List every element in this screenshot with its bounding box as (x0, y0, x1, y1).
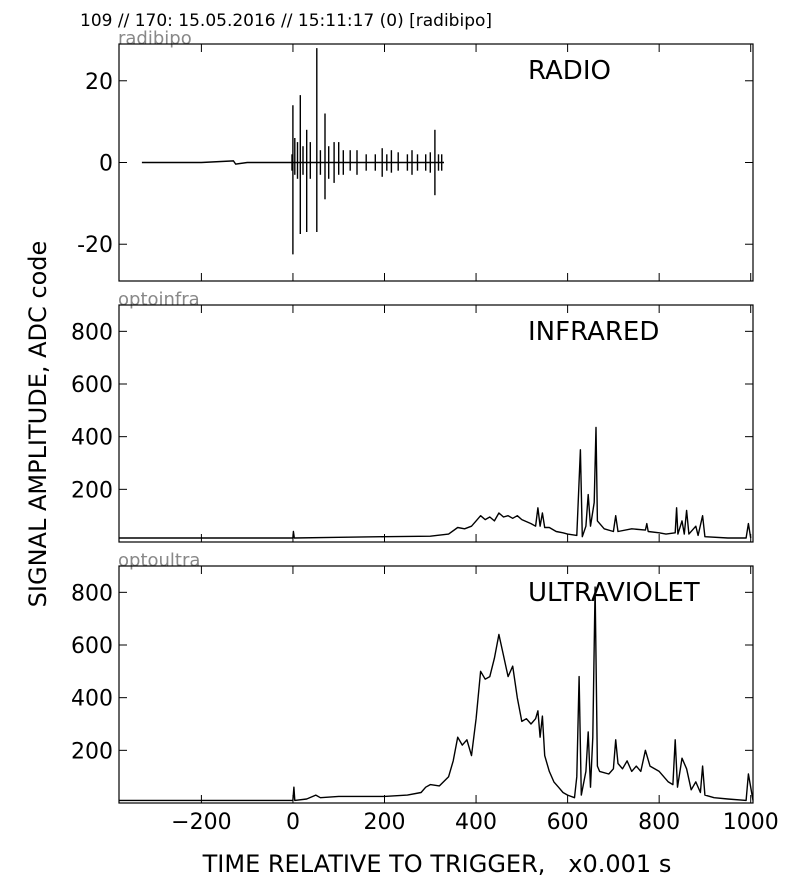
series-line (119, 426, 752, 539)
panel-source-label: optoultra (118, 550, 200, 571)
y-tick-label: 0 (99, 152, 113, 177)
y-tick-label: 200 (71, 739, 113, 764)
panel-title: INFRARED (528, 317, 659, 347)
y-tick-label: 400 (71, 687, 113, 712)
y-tick-label: 800 (71, 320, 113, 345)
panel-ultraviolet: optoultra ULTRAVIOLET 200 400 600 800 (71, 550, 754, 804)
figure-header: 109 // 170: 15.05.2016 // 15:11:17 (0) [… (80, 11, 492, 31)
series-line (119, 586, 754, 802)
panel-source-label: radibipo (118, 28, 192, 49)
plot-frame (118, 565, 754, 804)
y-tick-label: 400 (71, 426, 113, 451)
panel-title: ULTRAVIOLET (528, 578, 700, 608)
y-tick-label: 200 (71, 478, 113, 503)
x-tick-label: 1000 (723, 810, 779, 835)
panel-title: RADIO (528, 56, 611, 86)
plot-frame (118, 304, 754, 543)
panel-radio: radibipo RADIO -20 0 20 (77, 28, 754, 282)
x-tick-label: 200 (364, 810, 406, 835)
y-tick-label: -20 (77, 233, 113, 258)
x-tick-label: 600 (547, 810, 589, 835)
y-tick-label: 20 (85, 70, 113, 95)
panel-source-label: optoinfra (118, 289, 200, 310)
y-tick-label: 600 (71, 373, 113, 398)
y-axis-label: SIGNAL AMPLITUDE, ADC code (24, 241, 52, 608)
y-tick-label: 800 (71, 581, 113, 606)
x-axis-label: TIME RELATIVE TO TRIGGER, x0.001 s (202, 850, 672, 878)
x-axis-ticks: −200 0 200 400 600 800 1000 (171, 810, 779, 835)
y-tick-label: 600 (71, 634, 113, 659)
x-tick-label: 0 (286, 810, 300, 835)
series-baseline (141, 160, 444, 165)
x-tick-label: −200 (171, 810, 231, 835)
x-tick-label: 800 (638, 810, 680, 835)
panel-infrared: optoinfra INFRARED 200 400 600 800 (71, 289, 754, 543)
x-tick-label: 400 (455, 810, 497, 835)
